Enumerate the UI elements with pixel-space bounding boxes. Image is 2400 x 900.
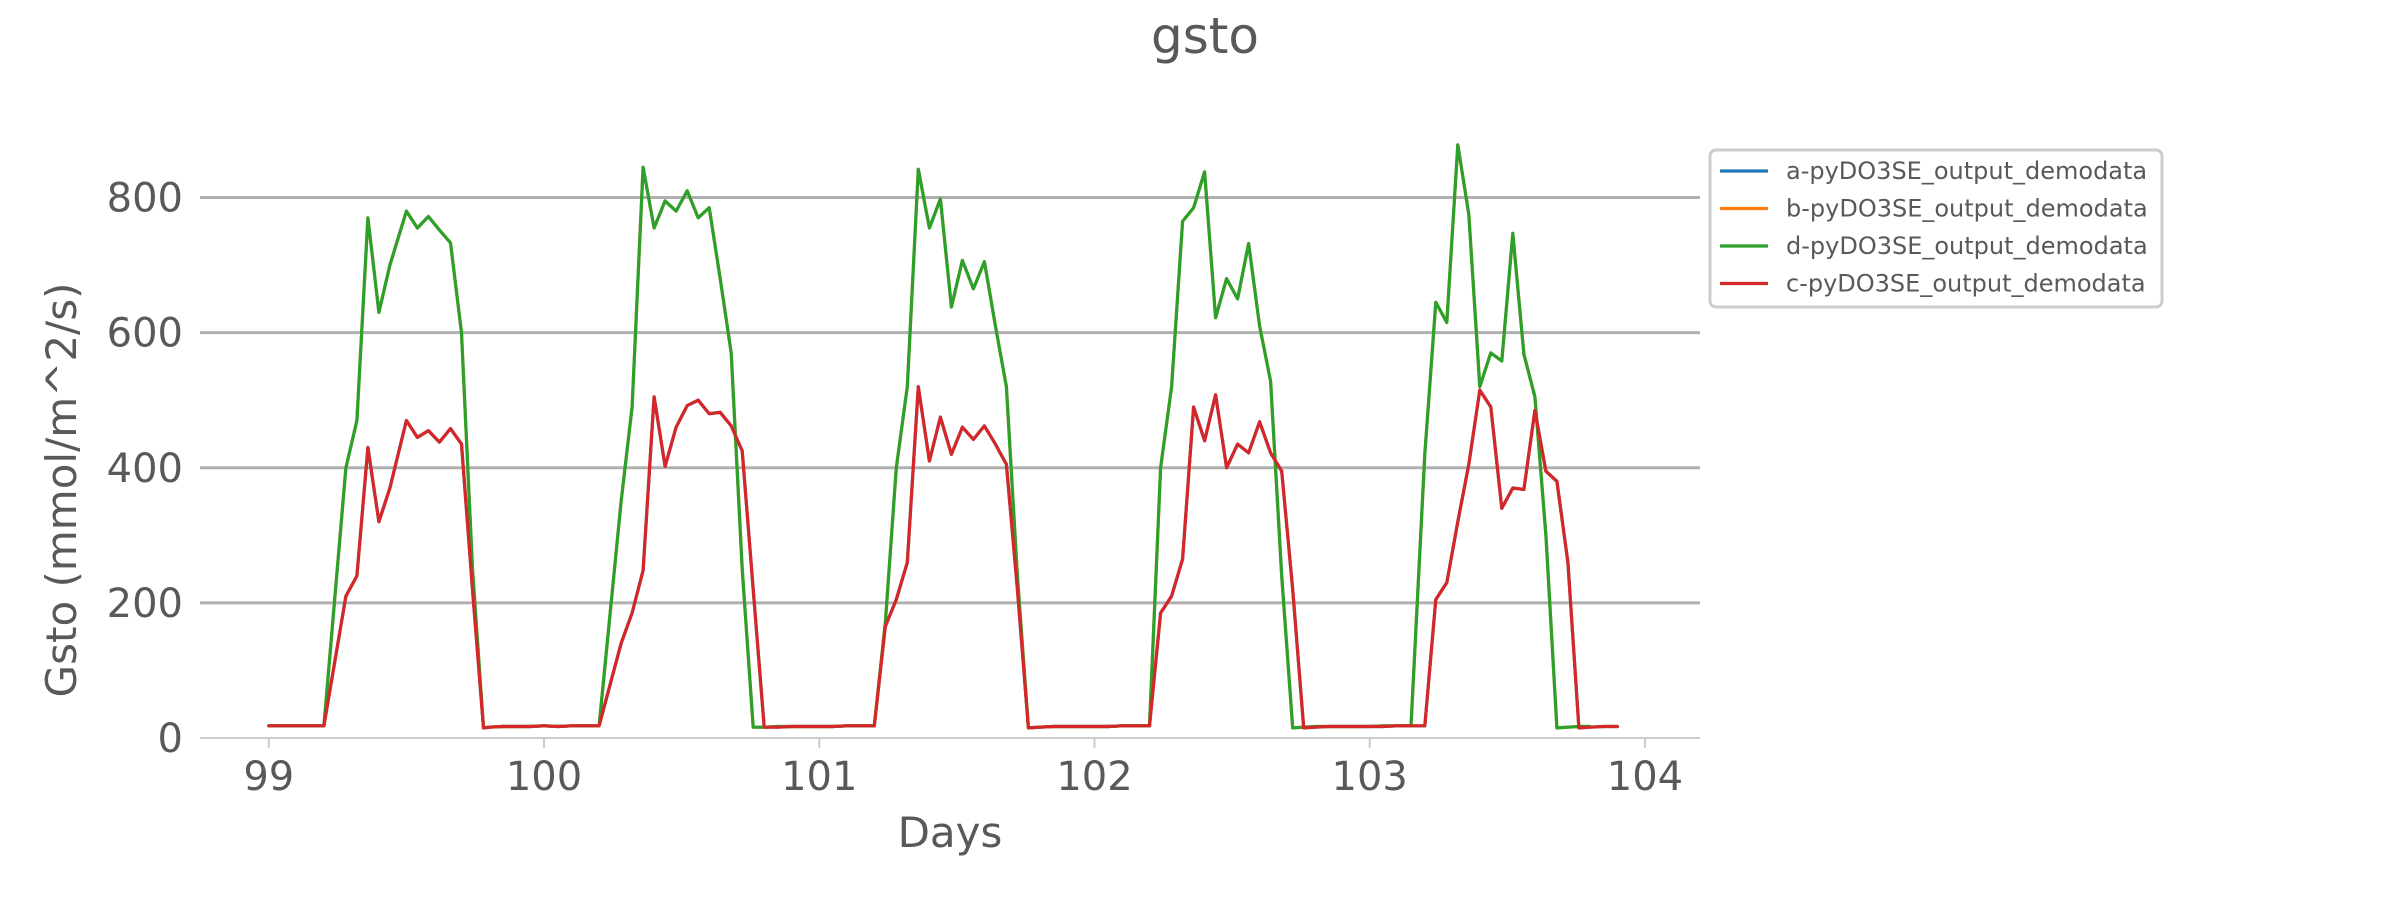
y-axis: 0 200 400 600 800 [107, 176, 183, 762]
y-axis-title: Gsto (mmol/m^2/s) [37, 283, 86, 698]
plot-area [267, 143, 1620, 730]
series-line-c-pyDO3SE_output_demodata [267, 385, 1620, 730]
x-tick-label: 100 [506, 754, 582, 800]
y-tick-label: 800 [107, 176, 183, 222]
legend-label: d-pyDO3SE_output_demodata [1786, 232, 2148, 260]
series-line-d-pyDO3SE_output_demodata [267, 143, 1592, 730]
legend-label: a-pyDO3SE_output_demodata [1786, 157, 2147, 185]
grid [200, 196, 1700, 605]
x-axis: 99 100 101 102 103 104 [243, 738, 1683, 800]
legend: a-pyDO3SE_output_demodata b-pyDO3SE_outpu… [1708, 148, 2164, 309]
x-tick-label: 99 [243, 754, 294, 800]
x-tick-label: 102 [1056, 754, 1132, 800]
x-tick-label: 104 [1607, 754, 1683, 800]
y-tick-label: 600 [107, 311, 183, 357]
legend-label: b-pyDO3SE_output_demodata [1786, 195, 2148, 223]
legend-box [1708, 148, 2164, 309]
x-tick-label: 103 [1332, 754, 1408, 800]
legend-label: c-pyDO3SE_output_demodata [1786, 270, 2146, 298]
chart-title: gsto [1151, 7, 1259, 65]
y-tick-label: 200 [107, 581, 183, 627]
x-tick-label: 101 [781, 754, 857, 800]
y-tick-label: 400 [107, 446, 183, 492]
y-tick-label: 0 [158, 716, 183, 762]
x-axis-title: Days [898, 808, 1003, 857]
